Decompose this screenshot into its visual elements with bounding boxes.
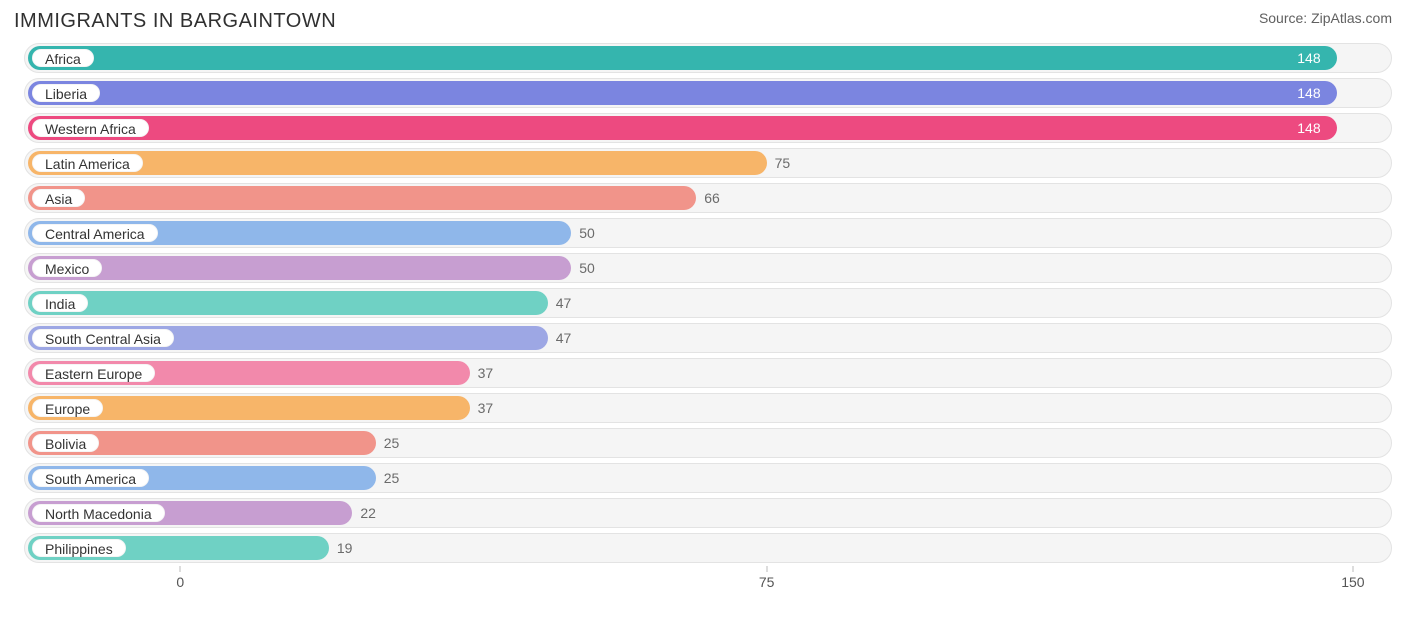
bar-value: 66 xyxy=(704,183,720,213)
bar-fill xyxy=(28,291,548,315)
bar-label: Europe xyxy=(32,399,103,417)
bar-row: Africa 148 xyxy=(24,43,1392,73)
bar-row: South America 25 xyxy=(24,463,1392,493)
axis-tick-label: 75 xyxy=(759,574,775,590)
axis-tick-line xyxy=(766,566,767,572)
bar-value: 50 xyxy=(579,218,595,248)
bar-value: 37 xyxy=(478,358,494,388)
bar-row: Central America 50 xyxy=(24,218,1392,248)
bar-value: 148 xyxy=(1297,113,1320,143)
bar-row: South Central Asia 47 xyxy=(24,323,1392,353)
bar-label: Latin America xyxy=(32,154,143,172)
bar-value: 19 xyxy=(337,533,353,563)
bar-fill xyxy=(28,186,696,210)
bar-row: Bolivia 25 xyxy=(24,428,1392,458)
bar-label: Central America xyxy=(32,224,158,242)
bar-row: Latin America 75 xyxy=(24,148,1392,178)
bar-value: 148 xyxy=(1297,43,1320,73)
axis-tick-label: 0 xyxy=(176,574,184,590)
bar-value: 148 xyxy=(1297,78,1320,108)
bar-value: 50 xyxy=(579,253,595,283)
bar-value: 22 xyxy=(360,498,376,528)
bar-fill xyxy=(28,256,571,280)
axis-tick-line xyxy=(180,566,181,572)
bar-row: India 47 xyxy=(24,288,1392,318)
x-axis: 0 75 150 xyxy=(14,568,1392,592)
bar-value: 37 xyxy=(478,393,494,423)
bar-label: Bolivia xyxy=(32,434,99,452)
bar-row: Western Africa 148 xyxy=(24,113,1392,143)
bar-label: South Central Asia xyxy=(32,329,174,347)
bar-fill xyxy=(28,116,1337,140)
chart-source: Source: ZipAtlas.com xyxy=(1259,10,1392,26)
bar-label: North Macedonia xyxy=(32,504,165,522)
bar-row: Asia 66 xyxy=(24,183,1392,213)
bar-label: India xyxy=(32,294,88,312)
chart-area: Africa 148 Liberia 148 Western Africa 148 Lati… xyxy=(14,43,1392,563)
bar-row: Philippines 19 xyxy=(24,533,1392,563)
bar-value: 75 xyxy=(775,148,791,178)
bar-value: 25 xyxy=(384,428,400,458)
bar-row: Mexico 50 xyxy=(24,253,1392,283)
bar-label: Africa xyxy=(32,49,94,67)
bar-label: Eastern Europe xyxy=(32,364,155,382)
bar-label: Philippines xyxy=(32,539,126,557)
bar-label: Western Africa xyxy=(32,119,149,137)
bar-label: South America xyxy=(32,469,149,487)
bar-label: Liberia xyxy=(32,84,100,102)
bar-label: Mexico xyxy=(32,259,102,277)
bar-row: North Macedonia 22 xyxy=(24,498,1392,528)
chart-title: IMMIGRANTS IN BARGAINTOWN xyxy=(14,10,336,33)
bar-row: Europe 37 xyxy=(24,393,1392,423)
bar-row: Liberia 148 xyxy=(24,78,1392,108)
bar-fill xyxy=(28,81,1337,105)
chart-header: IMMIGRANTS IN BARGAINTOWN Source: ZipAtl… xyxy=(14,10,1392,33)
bar-value: 47 xyxy=(556,288,572,318)
bar-row: Eastern Europe 37 xyxy=(24,358,1392,388)
bar-value: 25 xyxy=(384,463,400,493)
chart-container: IMMIGRANTS IN BARGAINTOWN Source: ZipAtl… xyxy=(0,0,1406,602)
axis-tick-line xyxy=(1352,566,1353,572)
axis-tick-label: 150 xyxy=(1341,574,1364,590)
bar-label: Asia xyxy=(32,189,85,207)
bar-fill xyxy=(28,46,1337,70)
bar-value: 47 xyxy=(556,323,572,353)
